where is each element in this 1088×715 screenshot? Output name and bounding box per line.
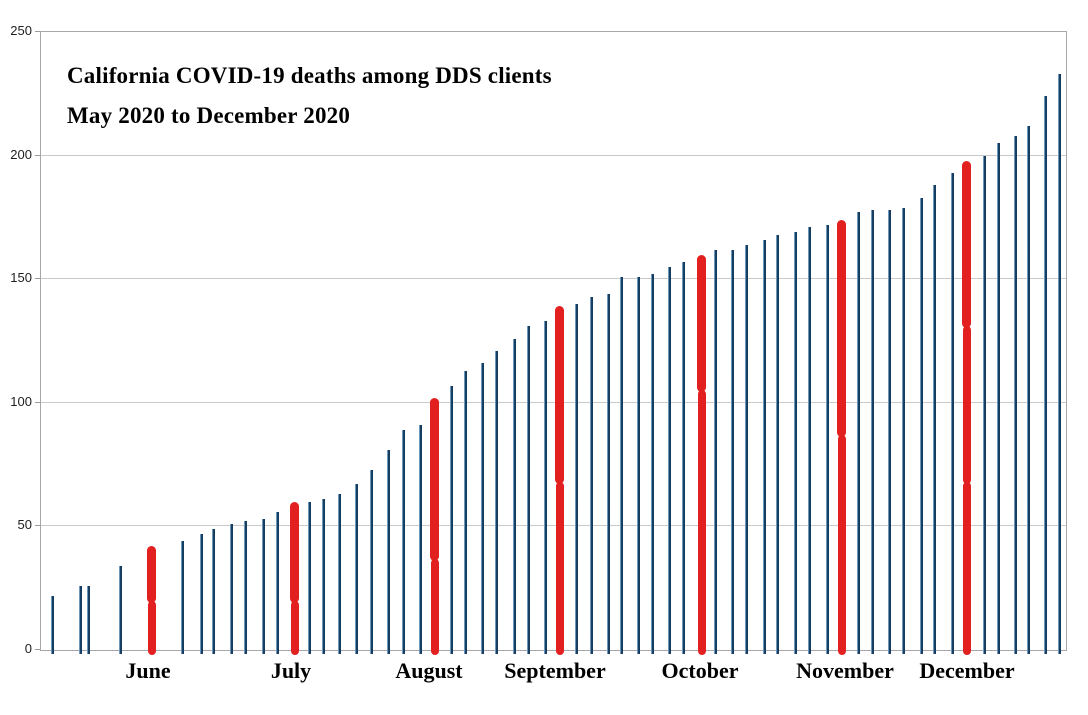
bar (808, 227, 811, 654)
bar (871, 209, 874, 654)
bar (370, 469, 373, 654)
bar (262, 518, 265, 654)
y-tick-100 (35, 401, 40, 403)
bar (322, 499, 325, 654)
y-tick-200 (35, 154, 40, 156)
bar (481, 363, 484, 654)
bar (495, 350, 498, 654)
bar (682, 261, 685, 654)
bar (527, 326, 530, 654)
bar-month-start (290, 600, 299, 655)
bar (1058, 74, 1061, 654)
bar (763, 239, 766, 654)
bar (1027, 125, 1030, 654)
bar (87, 585, 90, 654)
gridline-100 (41, 401, 1066, 403)
x-axis-label-december: December (919, 658, 1015, 683)
bar (651, 274, 654, 654)
x-axis-label-july: July (270, 658, 312, 683)
bar (308, 501, 311, 654)
bar-month-start (429, 397, 439, 561)
x-axis-label-august: August (395, 658, 463, 683)
x-axis-label-june: June (125, 658, 171, 683)
bar-month-start (146, 546, 156, 603)
bar (79, 585, 82, 654)
y-axis-label-200: 200 (10, 146, 32, 162)
gridline-50 (41, 525, 1066, 527)
bar (902, 207, 905, 654)
chart-subtitle: May 2020 to December 2020 (67, 103, 351, 128)
bar (387, 449, 390, 654)
x-axis-label-october: October (661, 658, 739, 683)
bar (51, 595, 54, 654)
bar (997, 143, 1000, 654)
bar (776, 234, 779, 654)
bar-month-start (962, 326, 971, 484)
bar (212, 528, 215, 654)
bar (230, 523, 233, 654)
gridline-200 (41, 154, 1066, 156)
bar (244, 521, 247, 654)
bar (402, 430, 405, 654)
bar (714, 249, 717, 654)
bar (1044, 96, 1047, 654)
bar-month-start (836, 219, 846, 437)
y-axis-label-150: 150 (10, 270, 32, 286)
bar (951, 172, 954, 654)
bar (826, 224, 829, 654)
bar (181, 541, 184, 654)
bar (607, 294, 610, 654)
y-tick-50 (35, 525, 40, 527)
y-axis-label-100: 100 (10, 393, 32, 409)
bar (513, 338, 516, 654)
bar-month-start (696, 254, 706, 393)
bar-month-start (961, 160, 971, 329)
x-axis-label-september: September (504, 658, 606, 683)
bar (544, 321, 547, 654)
bar (450, 385, 453, 654)
bar (637, 276, 640, 654)
bar (920, 197, 923, 654)
bar (119, 565, 122, 654)
bar (575, 303, 578, 654)
chart-title-block: California COVID-19 deaths among DDS cli… (67, 56, 552, 136)
bar (794, 232, 797, 654)
bar (888, 209, 891, 654)
bar (668, 266, 671, 654)
y-tick-0 (35, 649, 40, 650)
bar (745, 244, 748, 654)
y-tick-150 (35, 278, 40, 280)
x-axis-labels: June July August September October November De… (0, 658, 1088, 692)
bar-month-start (554, 306, 564, 484)
bar-month-start (430, 558, 439, 655)
x-axis-label-november: November (796, 658, 894, 683)
bar-month-start (837, 434, 846, 655)
bar-month-start (147, 600, 156, 655)
bar (464, 370, 467, 654)
y-axis-label-250: 250 (10, 23, 32, 38)
bar (983, 155, 986, 654)
bar (338, 494, 341, 654)
bar-month-start (962, 481, 971, 655)
bar-month-start (555, 481, 564, 655)
bar (590, 296, 593, 654)
y-axis-label-50: 50 (17, 517, 32, 533)
bar (355, 484, 358, 654)
bar (276, 511, 279, 654)
y-tick-250 (35, 31, 40, 32)
bar (1014, 135, 1017, 654)
bar (731, 249, 734, 654)
bar (933, 185, 936, 654)
gridline-150 (41, 278, 1066, 280)
bar (200, 533, 203, 654)
bar (620, 276, 623, 654)
bar-month-start (697, 390, 706, 655)
plot-area (40, 31, 1067, 655)
bar-month-start (289, 501, 299, 603)
y-axis-label-0: 0 (24, 641, 32, 656)
bar (857, 212, 860, 654)
bar (419, 425, 422, 654)
chart-title: California COVID-19 deaths among DDS cli… (67, 63, 552, 88)
